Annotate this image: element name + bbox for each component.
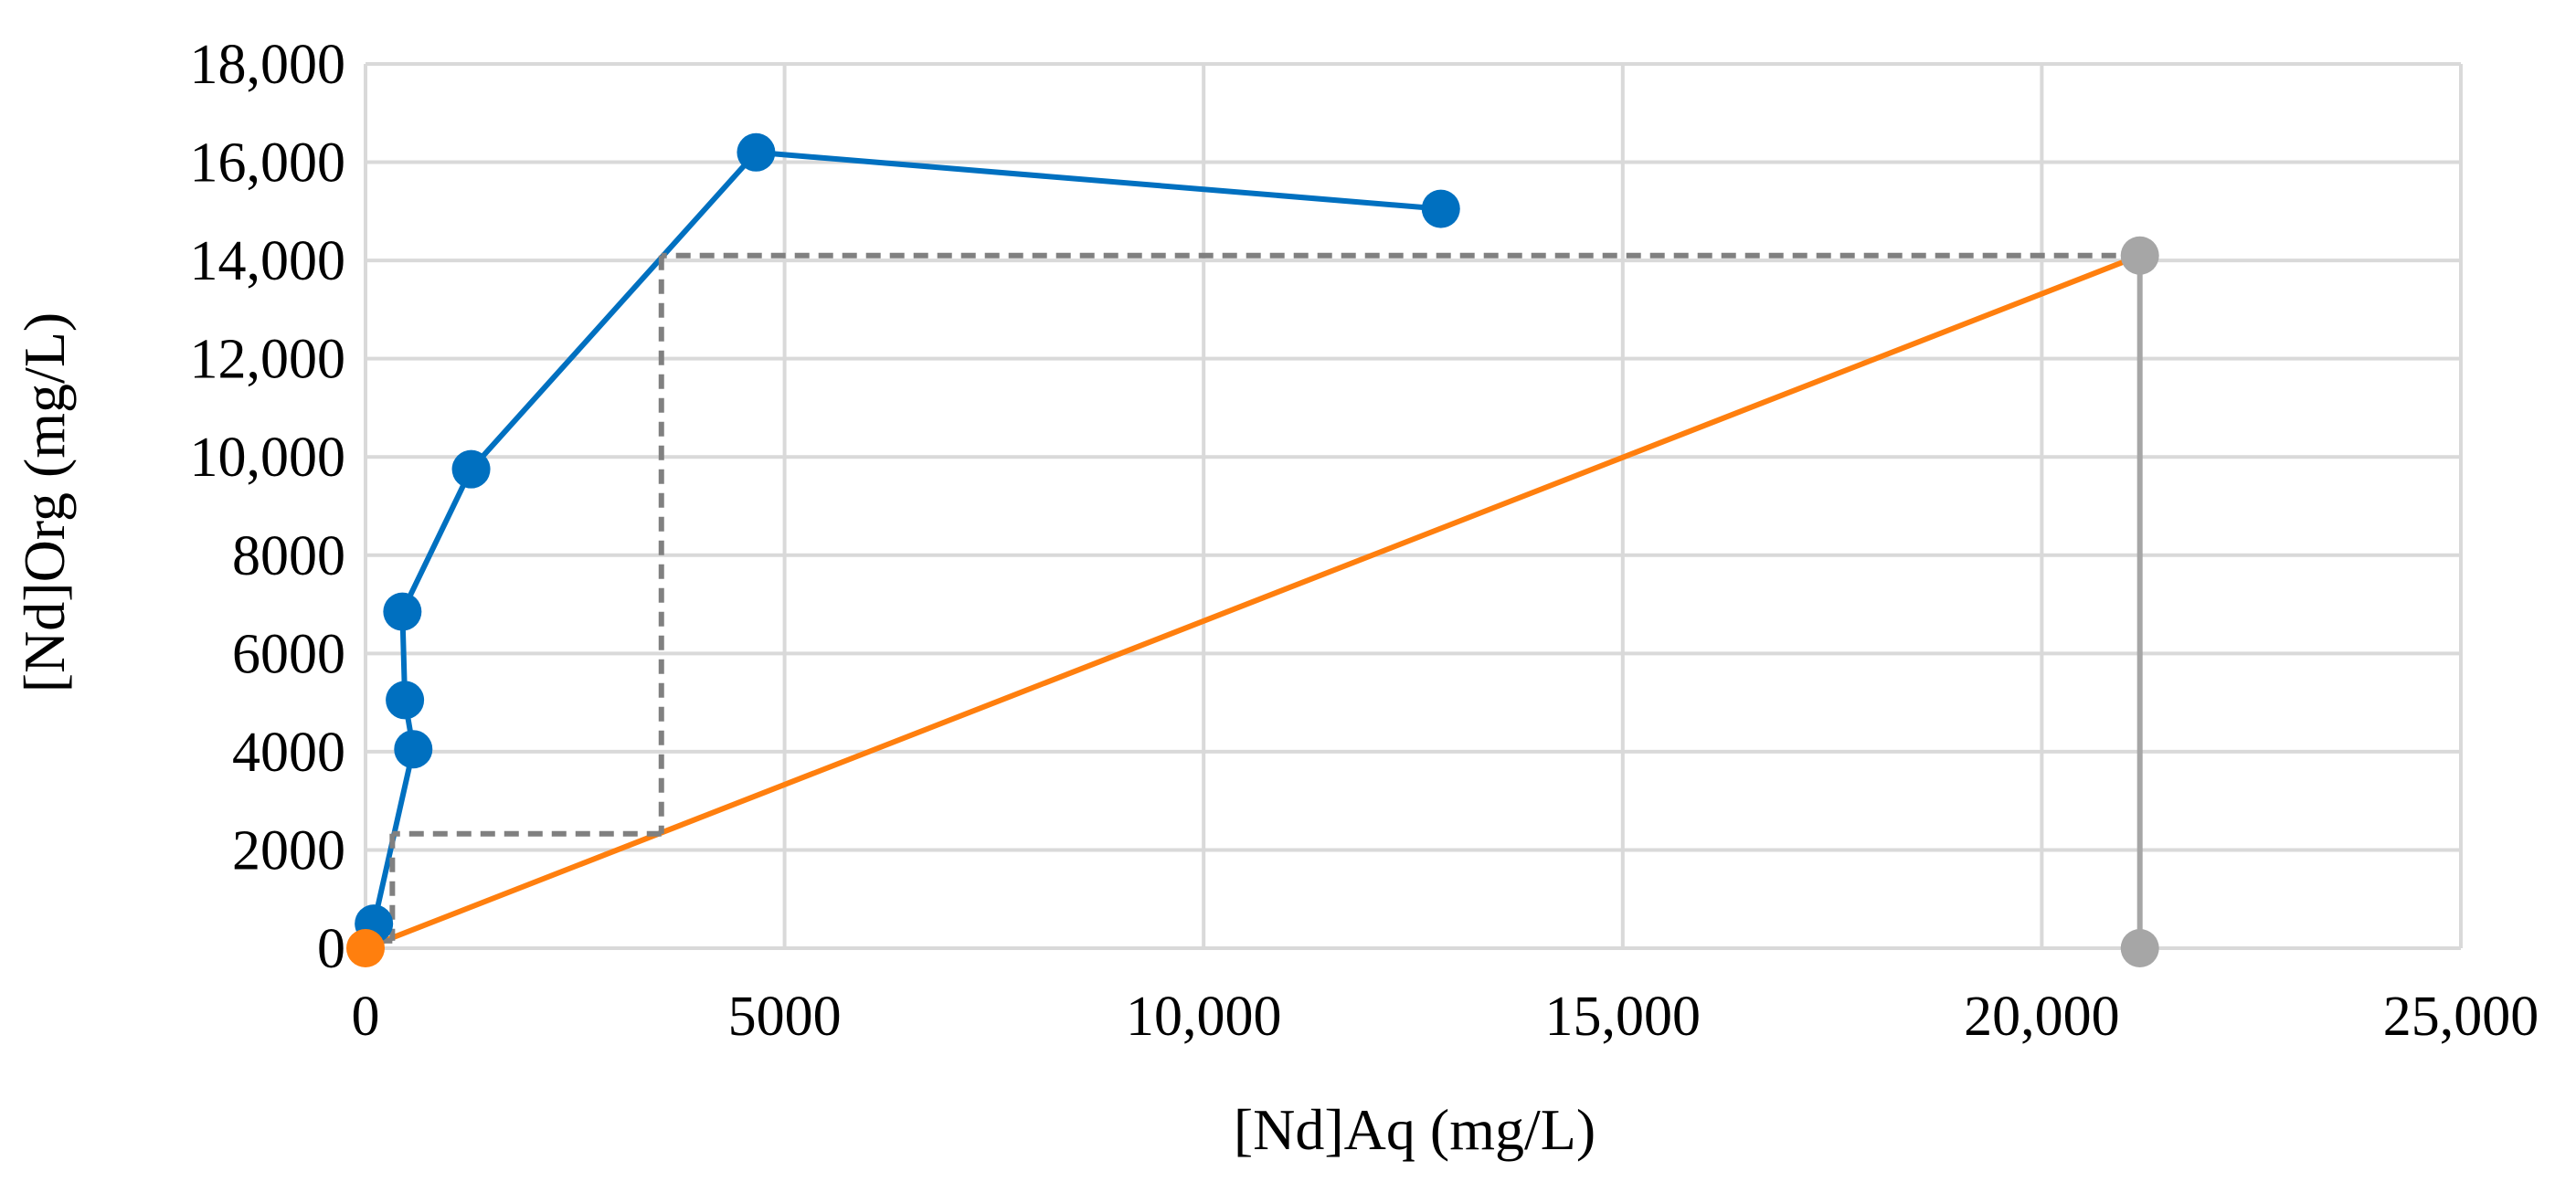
y-tick-label: 0	[317, 918, 345, 980]
x-tick-label: 20,000	[1964, 986, 2120, 1048]
y-tick-label: 4000	[232, 722, 345, 784]
y-tick-labels: 0 2000 4000 6000 8000 10,000 12,000 14,000 16,00…	[190, 34, 346, 980]
y-tick-label: 6000	[232, 623, 345, 685]
y-tick-label: 2000	[232, 819, 345, 882]
data-point	[346, 929, 385, 967]
gridlines	[364, 62, 2463, 950]
x-tick-labels: 0 5000 10,000 15,000 20,000 25,000	[352, 986, 2539, 1048]
x-tick-label: 25,000	[2383, 986, 2539, 1048]
y-tick-label: 18,000	[190, 34, 346, 96]
y-tick-label: 14,000	[190, 230, 346, 292]
data-point	[386, 681, 425, 720]
x-tick-label: 10,000	[1126, 986, 1282, 1048]
data-point	[383, 592, 422, 631]
data-point	[451, 449, 491, 489]
y-axis-title: [Nd]Org (mg/L)	[12, 312, 77, 693]
x-tick-label: 15,000	[1545, 986, 1701, 1048]
y-tick-label: 8000	[232, 525, 345, 587]
data-point	[737, 132, 776, 172]
data-point	[2120, 236, 2159, 275]
y-tick-label: 12,000	[190, 329, 346, 391]
y-tick-label: 16,000	[190, 132, 346, 195]
data-points	[346, 132, 2159, 967]
x-tick-label: 0	[352, 986, 380, 1048]
y-tick-label: 10,000	[190, 427, 346, 489]
data-point	[2120, 929, 2159, 967]
data-point	[394, 730, 433, 769]
series-line	[371, 149, 1442, 924]
series-lines	[364, 149, 2143, 951]
x-axis-title: [Nd]Aq (mg/L)	[1234, 1097, 1595, 1162]
x-tick-label: 5000	[728, 986, 842, 1048]
data-point	[1421, 189, 1460, 228]
